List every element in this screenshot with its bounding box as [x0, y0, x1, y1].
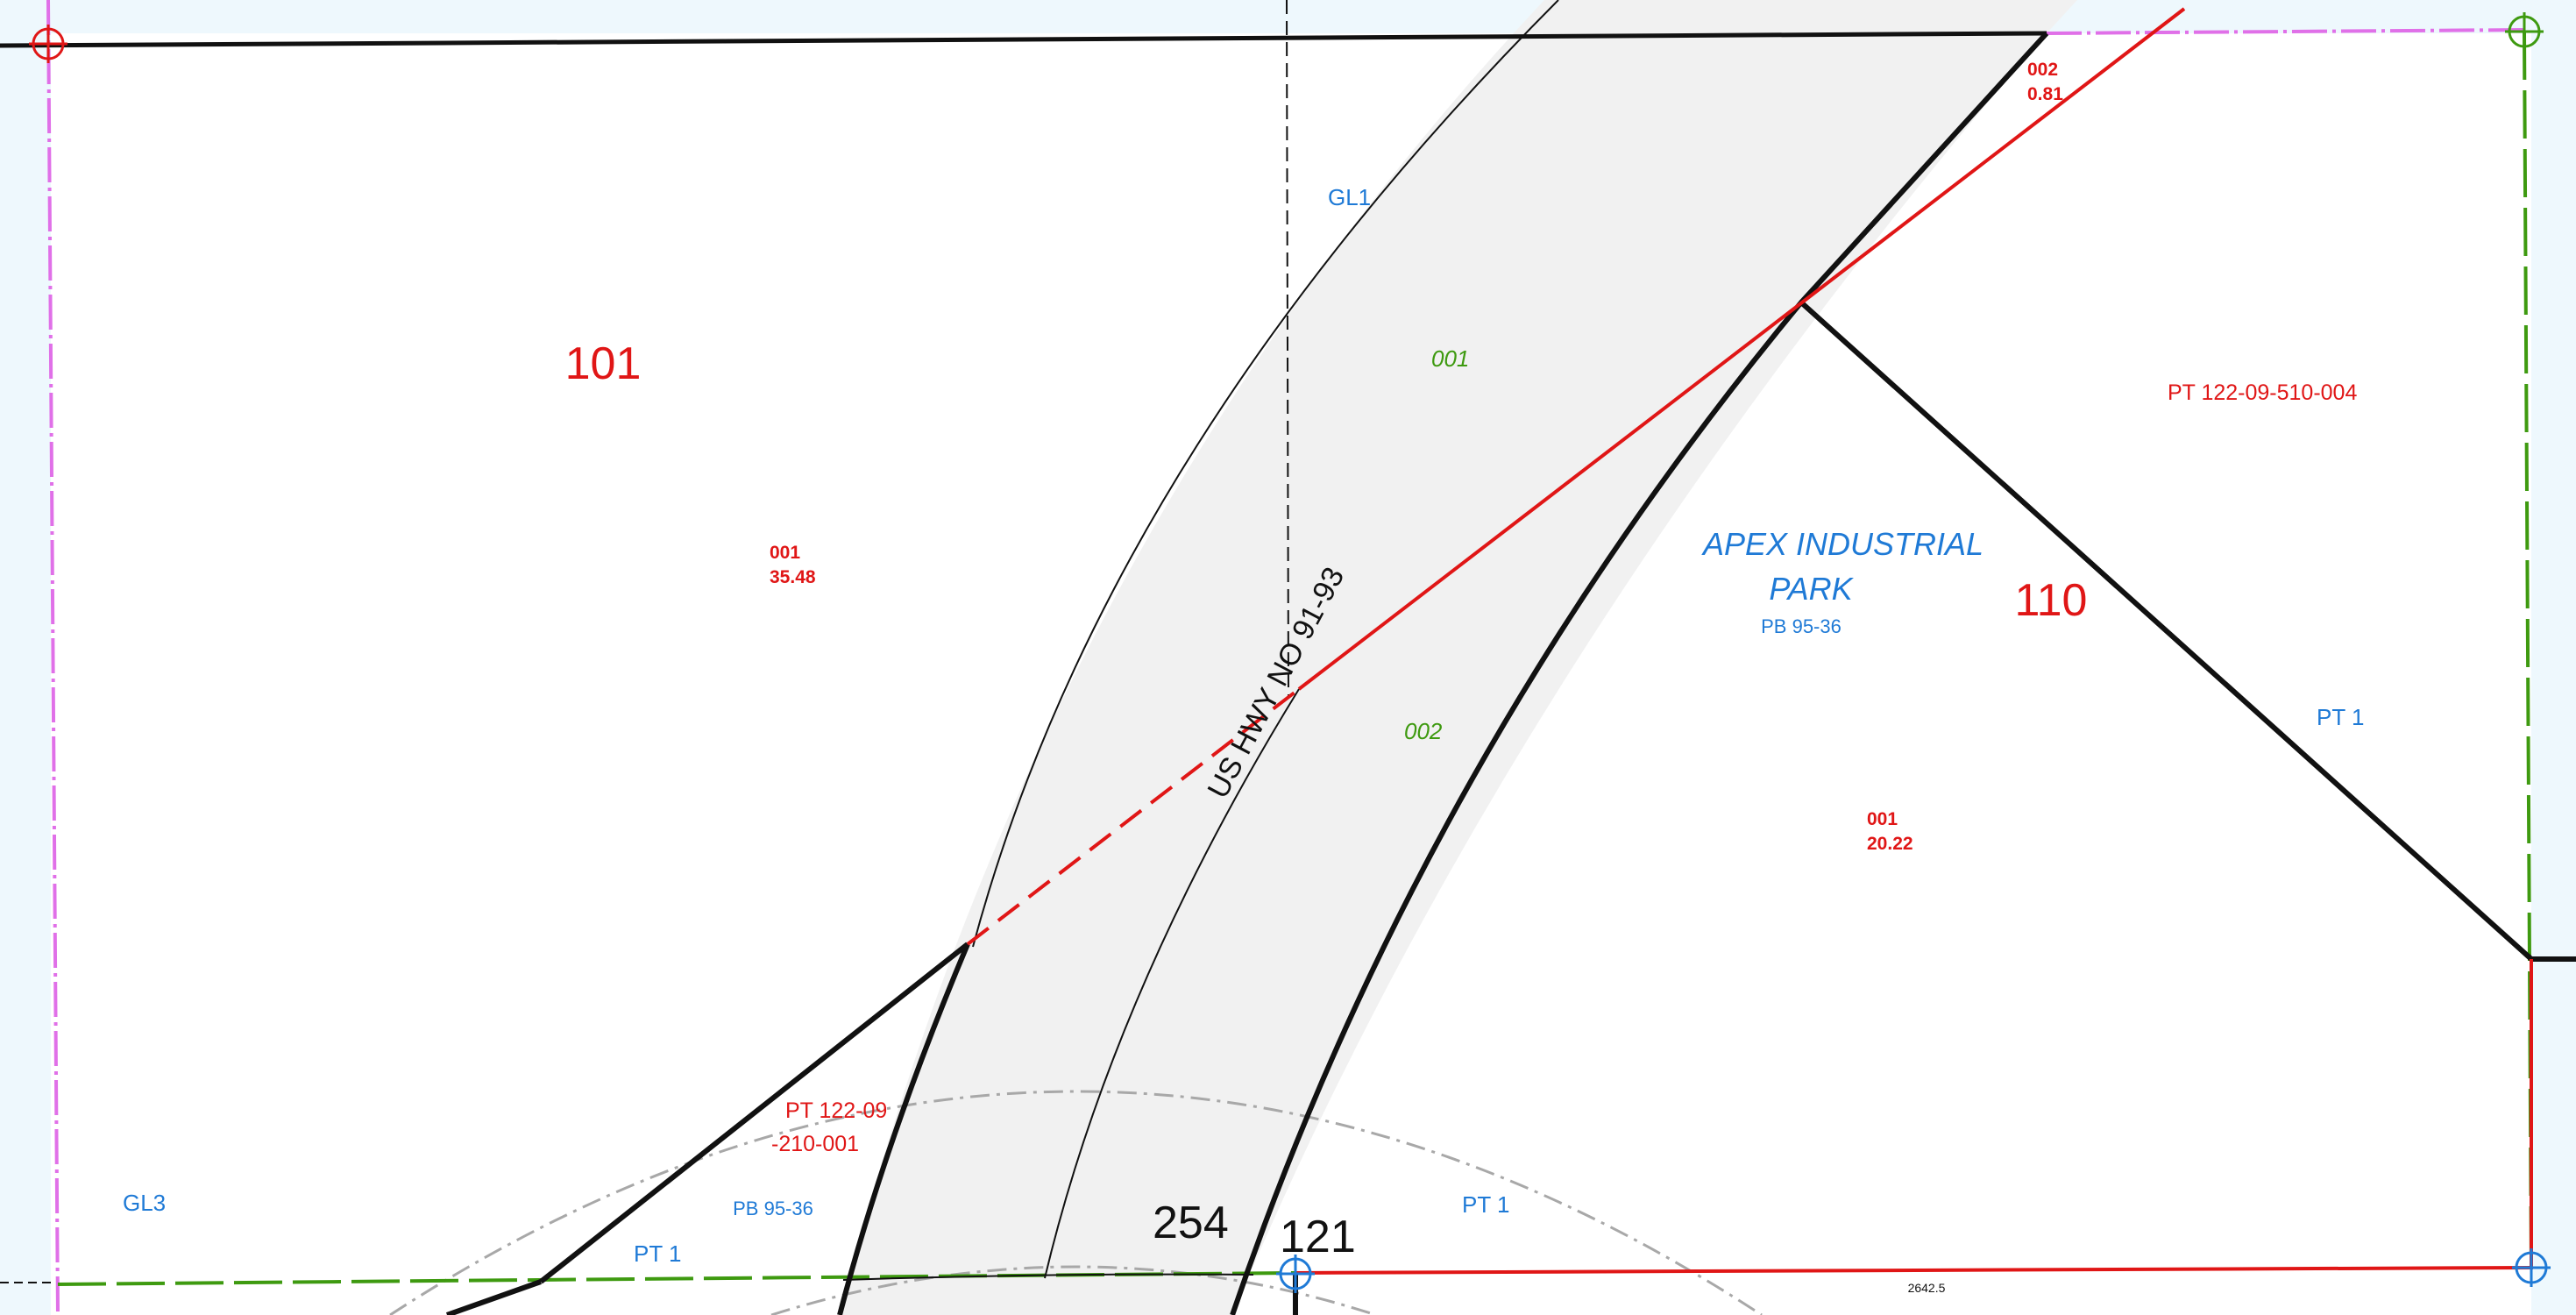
- tax-line-diagonal: [1297, 7, 2186, 691]
- parcel-101-id: 001: [770, 543, 800, 563]
- parcel-002-id: 002: [2027, 60, 2058, 80]
- parcel-110-acres: 20.22: [1867, 834, 1913, 854]
- gl1-label: GL1: [1328, 184, 1371, 210]
- inner-arc: [770, 1265, 1377, 1315]
- highway-west-boundary: [837, 942, 970, 1315]
- pt1-bottom-left-label: PT 1: [634, 1240, 681, 1267]
- corner-marker-icon: [2505, 12, 2544, 51]
- tax-line-bottom: [1295, 1266, 2532, 1275]
- pt-ref-right: PT 122-09-510-004: [2168, 380, 2357, 405]
- highway-segment-002: 002: [1404, 718, 1443, 744]
- corner-marker-icon: [1276, 1255, 1315, 1293]
- pt-ref-left-line1: PT 122-09: [785, 1098, 887, 1123]
- section-line-left: [46, 0, 60, 1315]
- block-number-121: 121: [1280, 1212, 1356, 1262]
- distance-label: 2642.5: [1908, 1281, 1946, 1295]
- parcel-line-left-diagonal: [539, 942, 969, 1284]
- pt1-right-label: PT 1: [2317, 704, 2364, 730]
- highway-south-line: [842, 1273, 1254, 1281]
- highway-west-edge: [972, 0, 1559, 948]
- parcel-line-diagonal-right: [1799, 300, 2534, 962]
- gl3-label: GL3: [123, 1190, 166, 1216]
- lot-number-101: 101: [565, 338, 642, 389]
- parcel-110-id: 001: [1867, 809, 1898, 829]
- corner-marker-icon: [29, 25, 67, 63]
- plat-book-ref-2: PB 95-36: [733, 1198, 813, 1219]
- parcel-002-acres: 0.81: [2027, 84, 2063, 104]
- highway-east-boundary: [1230, 31, 2049, 1315]
- outer-arc: [389, 1090, 1763, 1315]
- highway-segment-001: 001: [1431, 345, 1469, 372]
- subdivision-name-line2: PARK: [1769, 571, 1854, 607]
- parcel-101-acres: 35.48: [770, 567, 816, 587]
- parcel-line-bottom-left: [445, 1279, 543, 1315]
- highway-centerline: [1044, 688, 1300, 1279]
- subdivision-name-line1: APEX INDUSTRIAL: [1701, 526, 1983, 562]
- lot-number-110: 110: [2015, 575, 2088, 626]
- gl-line: [1286, 0, 1289, 698]
- pt1-bottom-mid-label: PT 1: [1462, 1191, 1509, 1218]
- tax-line-diagonal-dashed: [966, 687, 1301, 946]
- corner-marker-icon: [2512, 1248, 2551, 1287]
- section-line-top: [2046, 28, 2527, 35]
- parcel-line-top: [0, 31, 2047, 48]
- pt-ref-left-line2: -210-001: [771, 1132, 859, 1156]
- plat-book-ref: PB 95-36: [1761, 615, 1842, 637]
- block-number-254: 254: [1153, 1198, 1229, 1248]
